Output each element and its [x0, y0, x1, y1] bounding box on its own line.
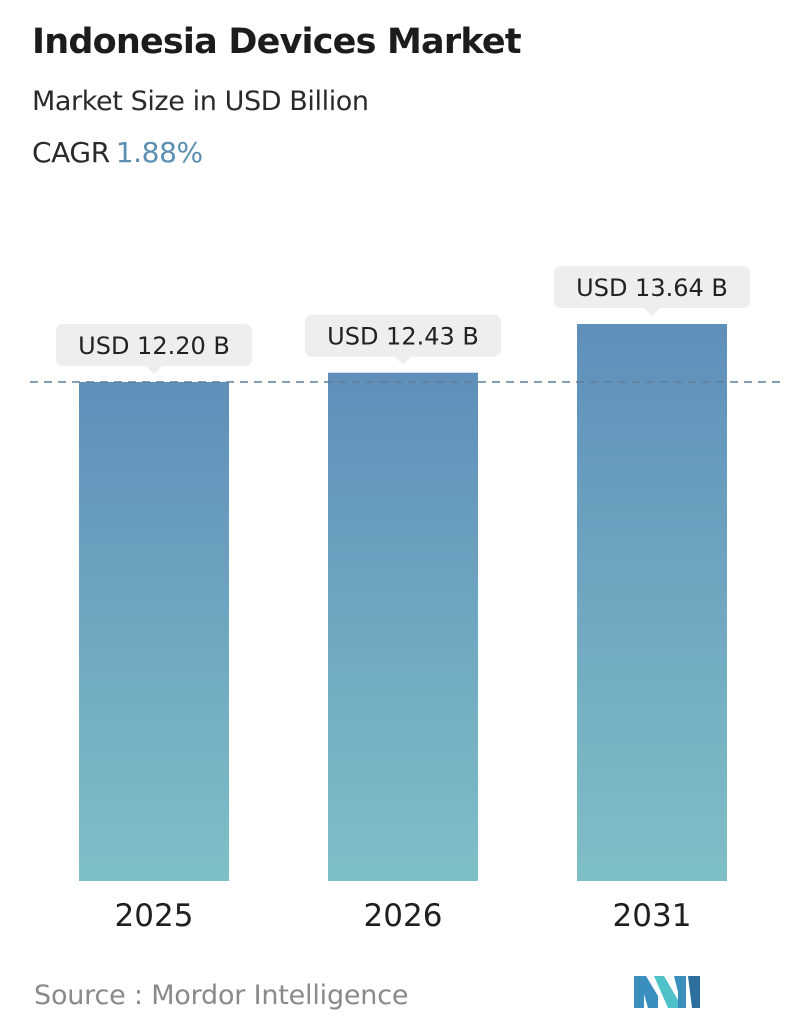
bar-2026	[328, 372, 478, 881]
x-tick-label-2025: 2025	[115, 898, 194, 934]
chart-title: Indonesia Devices Market	[32, 22, 522, 62]
data-label-2031: USD 13.64 B	[554, 266, 750, 316]
bar-2025	[79, 382, 229, 881]
data-label-text: USD 12.20 B	[78, 332, 230, 360]
cagr-label: CAGR	[32, 136, 110, 169]
data-label-2025: USD 12.20 B	[56, 324, 252, 374]
bar-2031	[577, 324, 727, 881]
mordor-intelligence-logo-icon	[634, 976, 700, 1008]
data-label-box	[554, 266, 750, 308]
source-text: Source : Mordor Intelligence	[34, 980, 409, 1011]
x-tick-label-2031: 2031	[613, 898, 692, 934]
cagr-line: CAGR 1.88%	[32, 136, 203, 169]
data-label-pointer	[146, 366, 162, 374]
cagr-value: 1.88%	[115, 136, 203, 169]
data-label-box	[56, 324, 252, 366]
bar-chart: USD 12.20 B USD 12.43 B USD 13.64 B 2025 20…	[30, 266, 784, 934]
data-label-pointer	[395, 356, 411, 365]
chart-subtitle: Market Size in USD Billion	[32, 86, 369, 117]
data-label-text: USD 12.43 B	[327, 323, 479, 351]
data-label-2026: USD 12.43 B	[305, 314, 501, 365]
x-tick-label-2026: 2026	[364, 898, 443, 934]
data-label-text: USD 13.64 B	[576, 274, 728, 302]
data-label-pointer	[644, 308, 660, 316]
data-label-box	[305, 314, 501, 357]
